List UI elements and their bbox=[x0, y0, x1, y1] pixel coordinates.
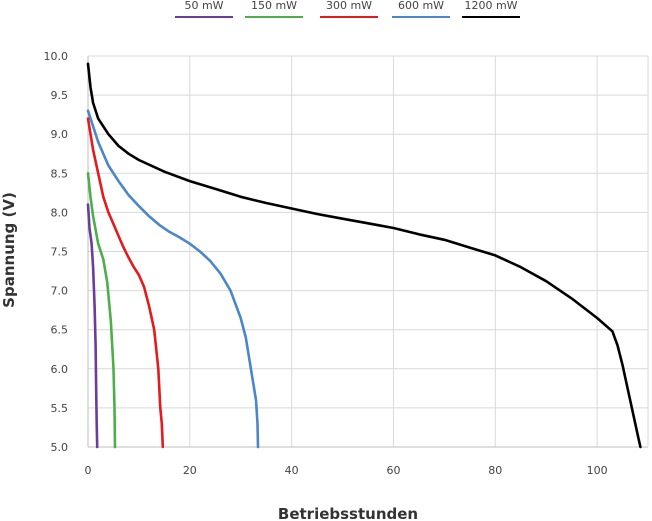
series-line-300-mw bbox=[86, 117, 165, 449]
y-tick-label: 8.0 bbox=[51, 206, 69, 219]
series-line-600-mw bbox=[86, 109, 260, 449]
legend-item-1200-mw: 1200 mW bbox=[462, 0, 520, 18]
legend: 50 mW 150 mW 300 mW 600 mW 1200 mW bbox=[175, 0, 520, 18]
grid bbox=[88, 55, 649, 447]
x-tick-label: 60 bbox=[386, 464, 400, 477]
y-axis-ticks: 5.0 5.5 6.0 6.5 7.0 7.5 8.0 8.5 9.0 9.5 10.0 bbox=[44, 50, 69, 454]
x-axis-label: Betriebsstunden bbox=[278, 505, 418, 521]
legend-label: 300 mW bbox=[326, 0, 372, 12]
y-tick-label: 6.0 bbox=[51, 363, 69, 376]
series-line-150-mw bbox=[86, 172, 117, 449]
legend-item-600-mw: 600 mW bbox=[392, 0, 450, 18]
x-tick-label: 40 bbox=[285, 464, 299, 477]
y-tick-label: 8.5 bbox=[51, 167, 69, 180]
legend-label: 50 mW bbox=[184, 0, 223, 12]
y-tick-label: 7.0 bbox=[51, 285, 69, 298]
y-tick-label: 5.5 bbox=[51, 402, 69, 415]
series-line-50-mw bbox=[86, 203, 99, 449]
x-tick-label: 20 bbox=[183, 464, 197, 477]
y-tick-label: 9.5 bbox=[51, 89, 69, 102]
y-axis-label: Spannung (V) bbox=[0, 192, 18, 308]
x-tick-label: 80 bbox=[488, 464, 502, 477]
legend-label: 600 mW bbox=[398, 0, 444, 12]
y-tick-label: 10.0 bbox=[44, 50, 69, 63]
y-tick-label: 9.0 bbox=[51, 128, 69, 141]
y-tick-label: 7.5 bbox=[51, 246, 69, 259]
x-axis-ticks: 0 20 40 60 80 100 bbox=[85, 464, 608, 477]
series-line-1200-mw bbox=[86, 62, 642, 449]
legend-item-300-mw: 300 mW bbox=[320, 0, 378, 18]
y-tick-label: 6.5 bbox=[51, 324, 69, 337]
x-tick-label: 100 bbox=[587, 464, 608, 477]
y-tick-label: 5.0 bbox=[51, 441, 69, 454]
series-group bbox=[86, 62, 642, 449]
legend-label: 150 mW bbox=[251, 0, 297, 12]
legend-item-50-mw: 50 mW bbox=[175, 0, 233, 18]
legend-item-150-mw: 150 mW bbox=[245, 0, 303, 18]
legend-label: 1200 mW bbox=[464, 0, 517, 12]
x-tick-label: 0 bbox=[85, 464, 92, 477]
